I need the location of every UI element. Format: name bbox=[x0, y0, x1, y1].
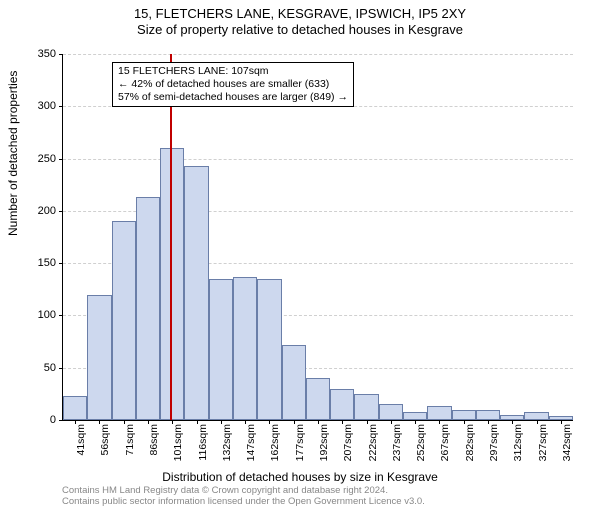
xtick-label: 101sqm bbox=[172, 424, 184, 474]
infobox-line3: 57% of semi-detached houses are larger (… bbox=[118, 91, 348, 104]
xtick-label: 252sqm bbox=[415, 424, 427, 474]
ytick-label: 300 bbox=[0, 100, 56, 112]
attribution-line2: Contains public sector information licen… bbox=[62, 497, 582, 508]
ytick-label: 150 bbox=[0, 257, 56, 269]
bar bbox=[233, 277, 257, 420]
reference-vline bbox=[170, 54, 172, 420]
bar bbox=[112, 221, 136, 420]
bar bbox=[427, 406, 451, 420]
bar bbox=[379, 404, 403, 420]
xtick-label: 162sqm bbox=[269, 424, 281, 474]
xtick-label: 297sqm bbox=[488, 424, 500, 474]
bar bbox=[452, 410, 476, 420]
gridline bbox=[63, 54, 573, 55]
xtick-label: 207sqm bbox=[342, 424, 354, 474]
xtick-label: 342sqm bbox=[561, 424, 573, 474]
ytick-label: 0 bbox=[0, 414, 56, 426]
xtick-label: 312sqm bbox=[512, 424, 524, 474]
ytick-label: 50 bbox=[0, 362, 56, 374]
xtick-label: 177sqm bbox=[294, 424, 306, 474]
ytick-mark bbox=[59, 368, 63, 369]
chart-title-sub: Size of property relative to detached ho… bbox=[0, 22, 600, 37]
bar bbox=[257, 279, 281, 420]
xtick-label: 267sqm bbox=[439, 424, 451, 474]
ytick-mark bbox=[59, 159, 63, 160]
x-axis-label: Distribution of detached houses by size … bbox=[0, 470, 600, 484]
ytick-label: 100 bbox=[0, 309, 56, 321]
xtick-label: 132sqm bbox=[221, 424, 233, 474]
xtick-label: 56sqm bbox=[99, 424, 111, 474]
bar bbox=[63, 396, 87, 420]
infobox-line1: 15 FLETCHERS LANE: 107sqm bbox=[118, 65, 348, 78]
plot-region: 41sqm56sqm71sqm86sqm101sqm116sqm132sqm14… bbox=[62, 54, 573, 421]
bar bbox=[524, 412, 548, 420]
ytick-mark bbox=[59, 263, 63, 264]
ytick-label: 200 bbox=[0, 205, 56, 217]
xtick-label: 222sqm bbox=[367, 424, 379, 474]
bar bbox=[476, 410, 500, 420]
bar bbox=[184, 166, 208, 420]
info-annotation-box: 15 FLETCHERS LANE: 107sqm ← 42% of detac… bbox=[112, 62, 354, 107]
attribution-text: Contains HM Land Registry data © Crown c… bbox=[62, 486, 582, 508]
bar bbox=[160, 148, 184, 420]
xtick-label: 327sqm bbox=[537, 424, 549, 474]
xtick-label: 282sqm bbox=[464, 424, 476, 474]
xtick-label: 147sqm bbox=[245, 424, 257, 474]
xtick-label: 116sqm bbox=[197, 424, 209, 474]
bar bbox=[282, 345, 306, 420]
xtick-label: 237sqm bbox=[391, 424, 403, 474]
gridline bbox=[63, 159, 573, 160]
ytick-label: 350 bbox=[0, 48, 56, 60]
chart-area: 41sqm56sqm71sqm86sqm101sqm116sqm132sqm14… bbox=[62, 54, 572, 420]
ytick-mark bbox=[59, 315, 63, 316]
ytick-mark bbox=[59, 420, 63, 421]
bar bbox=[403, 412, 427, 420]
xtick-label: 192sqm bbox=[318, 424, 330, 474]
ytick-mark bbox=[59, 211, 63, 212]
bar bbox=[306, 378, 330, 420]
xtick-label: 86sqm bbox=[148, 424, 160, 474]
bar bbox=[87, 295, 111, 420]
xtick-label: 41sqm bbox=[75, 424, 87, 474]
infobox-line2: ← 42% of detached houses are smaller (63… bbox=[118, 78, 348, 91]
ytick-mark bbox=[59, 54, 63, 55]
chart-title-main: 15, FLETCHERS LANE, KESGRAVE, IPSWICH, I… bbox=[0, 6, 600, 21]
ytick-mark bbox=[59, 106, 63, 107]
bar bbox=[136, 197, 160, 420]
bar bbox=[209, 279, 233, 420]
bar bbox=[330, 389, 354, 420]
ytick-label: 250 bbox=[0, 153, 56, 165]
xtick-label: 71sqm bbox=[124, 424, 136, 474]
bar bbox=[354, 394, 378, 420]
